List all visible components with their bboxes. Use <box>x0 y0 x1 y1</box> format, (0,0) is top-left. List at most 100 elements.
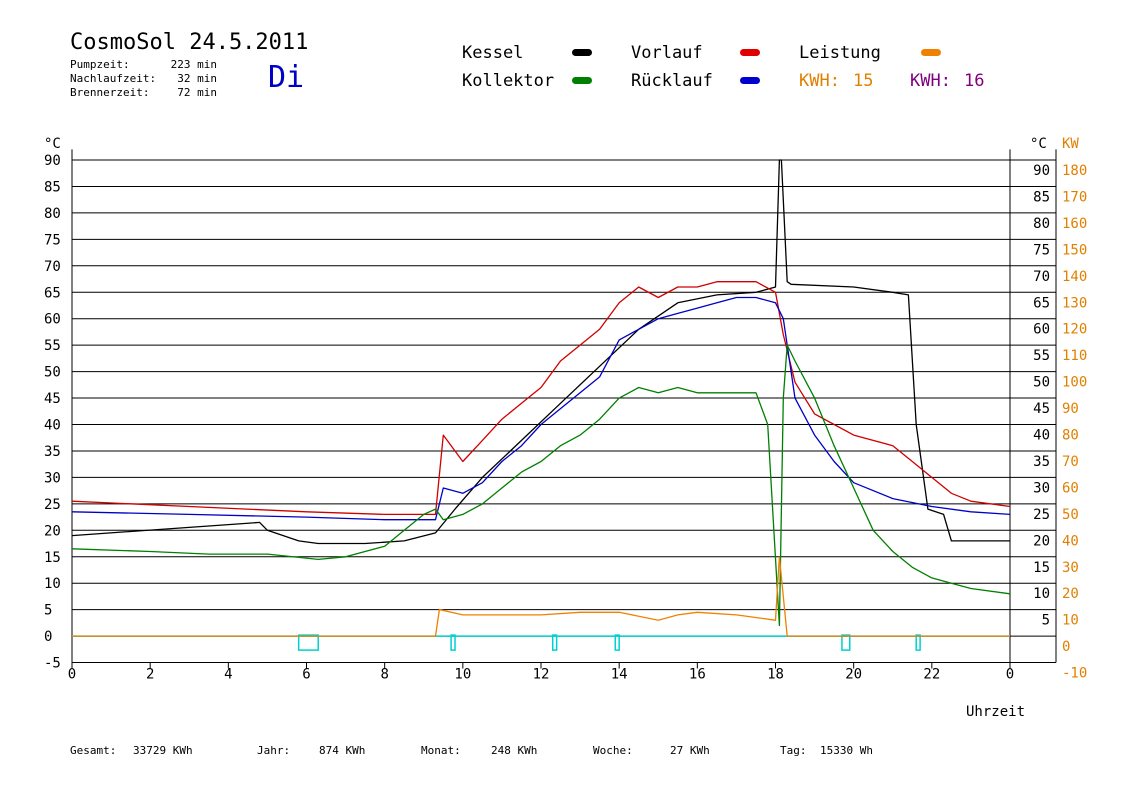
y-tick-right-c: 65 <box>1033 295 1050 311</box>
stat-label-pumpzeit: Pumpzeit: <box>70 58 130 71</box>
y-tick-left: 55 <box>44 338 61 354</box>
axis-labels: 908580757065605550454035302520151050-590… <box>44 136 1087 720</box>
x-tick-label: 20 <box>845 667 862 683</box>
y-tick-right-kw: 80 <box>1062 428 1079 444</box>
footer-jahr-label: Jahr: <box>257 744 291 757</box>
x-tick-label: 0 <box>1006 667 1014 683</box>
y-tick-right-c: 85 <box>1033 189 1050 205</box>
y-tick-right-c: 30 <box>1033 480 1050 496</box>
chart-title: CosmoSol 24.5.2011 <box>70 30 309 55</box>
weekday-label: Di <box>268 60 305 95</box>
x-tick-label: 8 <box>380 667 388 683</box>
legend-kessel: Kessel <box>462 43 524 63</box>
y-tick-right-c: 60 <box>1033 322 1050 338</box>
series-ruecklauf <box>71 296 1011 521</box>
y-tick-right-kw: 120 <box>1062 322 1087 338</box>
footer-tag-label: Tag: <box>780 744 807 757</box>
legend-swatch-leistung <box>921 49 941 56</box>
y-tick-left: 75 <box>44 232 61 248</box>
x-tick-label: 0 <box>68 667 76 683</box>
y-tick-right-c: 50 <box>1033 375 1050 391</box>
y-tick-right-kw: 100 <box>1062 375 1087 391</box>
y-tick-right-kw: 170 <box>1062 189 1087 205</box>
y-tick-right-kw: 30 <box>1062 560 1079 576</box>
y-tick-right-kw: 90 <box>1062 401 1079 417</box>
legend-kwh1-value: 15 <box>853 71 874 91</box>
y-tick-right-c: 45 <box>1033 401 1050 417</box>
pump-interval <box>915 634 921 651</box>
series-kessel <box>71 159 1010 545</box>
y-tick-right-c: 70 <box>1033 269 1050 285</box>
legend-leistung: Leistung <box>799 43 881 63</box>
pump-interval <box>551 634 558 651</box>
y-tick-right-kw: 60 <box>1062 480 1079 496</box>
legend-vorlauf: Vorlauf <box>631 43 703 63</box>
y-tick-left: 85 <box>44 179 61 195</box>
y-tick-left: 20 <box>44 523 61 539</box>
y-tick-left: 40 <box>44 418 61 434</box>
y-tick-left: 65 <box>44 285 61 301</box>
y-tick-right-c: 5 <box>1042 613 1050 629</box>
y-tick-right-c: 55 <box>1033 348 1050 364</box>
legend-kwh2-value: 16 <box>964 71 985 91</box>
series-leistung <box>72 556 1010 637</box>
y-tick-right-kw: 180 <box>1062 163 1087 179</box>
plot-area <box>71 159 1011 651</box>
x-axis-label: Uhrzeit <box>966 704 1025 720</box>
y-tick-left: 0 <box>44 629 52 645</box>
y-tick-left: 50 <box>44 365 61 381</box>
y-unit-right-kw: KW <box>1062 136 1079 152</box>
y-tick-right-kw: 40 <box>1062 533 1079 549</box>
chart-grid <box>71 149 1057 669</box>
stat-label-brennerzeit: Brennerzeit: <box>70 86 150 99</box>
y-unit-left: °C <box>44 136 61 152</box>
footer-woche-value: 27 KWh <box>670 744 710 757</box>
footer-jahr-value: 874 KWh <box>319 744 366 757</box>
footer-monat-value: 248 KWh <box>491 744 538 757</box>
y-tick-right-c: 35 <box>1033 454 1050 470</box>
y-tick-right-kw: 70 <box>1062 454 1079 470</box>
y-tick-left: 25 <box>44 497 61 513</box>
x-tick-label: 4 <box>224 667 232 683</box>
footer-monat-label: Monat: <box>421 744 461 757</box>
y-tick-left: 60 <box>44 312 61 328</box>
legend-swatch-kessel <box>572 49 592 56</box>
y-tick-right-kw: 160 <box>1062 216 1087 232</box>
pump-interval <box>614 634 620 651</box>
y-tick-right-c: 15 <box>1033 560 1050 576</box>
y-tick-right-c: 20 <box>1033 533 1050 549</box>
legend-kwh1-label: KWH: <box>799 71 840 91</box>
series-vorlauf <box>71 281 1011 516</box>
y-tick-left: 5 <box>44 603 52 619</box>
x-tick-label: 10 <box>454 667 471 683</box>
y-tick-right-c: 40 <box>1033 428 1050 444</box>
y-tick-right-c: 80 <box>1033 216 1050 232</box>
x-tick-label: 6 <box>302 667 310 683</box>
footer-tag-value: 15330 Wh <box>820 744 873 757</box>
footer-woche-label: Woche: <box>593 744 633 757</box>
x-tick-label: 2 <box>146 667 154 683</box>
pump-interval <box>450 634 456 651</box>
y-tick-right-kw: 130 <box>1062 295 1087 311</box>
legend-kwh2-label: KWH: <box>910 71 951 91</box>
y-tick-left: 70 <box>44 259 61 275</box>
y-tick-left: 30 <box>44 470 61 486</box>
y-tick-left: 35 <box>44 444 61 460</box>
y-tick-left: 90 <box>44 153 61 169</box>
y-tick-right-kw: -10 <box>1062 666 1087 682</box>
x-tick-label: 22 <box>923 667 940 683</box>
y-tick-right-kw: 0 <box>1062 639 1070 655</box>
y-tick-right-kw: 10 <box>1062 613 1079 629</box>
y-tick-right-kw: 20 <box>1062 586 1079 602</box>
y-unit-right-c: °C <box>1030 136 1047 152</box>
pump-interval <box>841 634 851 651</box>
stat-value-brennerzeit: 72 min <box>177 86 217 99</box>
legend-ruecklauf: Rücklauf <box>631 71 713 91</box>
y-tick-right-c: 25 <box>1033 507 1050 523</box>
x-tick-label: 14 <box>611 667 628 683</box>
y-tick-right-kw: 50 <box>1062 507 1079 523</box>
stat-value-pumpzeit: 223 min <box>170 58 217 71</box>
stat-value-nachlaufzeit: 32 min <box>177 72 217 85</box>
y-tick-right-kw: 150 <box>1062 242 1087 258</box>
